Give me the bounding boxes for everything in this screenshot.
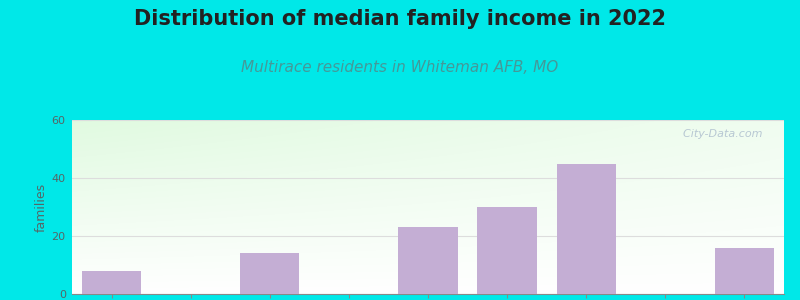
Text: Distribution of median family income in 2022: Distribution of median family income in … (134, 9, 666, 29)
Bar (398, 227, 458, 294)
Y-axis label: families: families (34, 182, 47, 232)
Bar (240, 254, 299, 294)
Bar (557, 164, 616, 294)
Bar (714, 248, 774, 294)
Text: City-Data.com: City-Data.com (676, 129, 762, 139)
Bar (82, 271, 142, 294)
Bar (478, 207, 537, 294)
Text: Multirace residents in Whiteman AFB, MO: Multirace residents in Whiteman AFB, MO (242, 60, 558, 75)
